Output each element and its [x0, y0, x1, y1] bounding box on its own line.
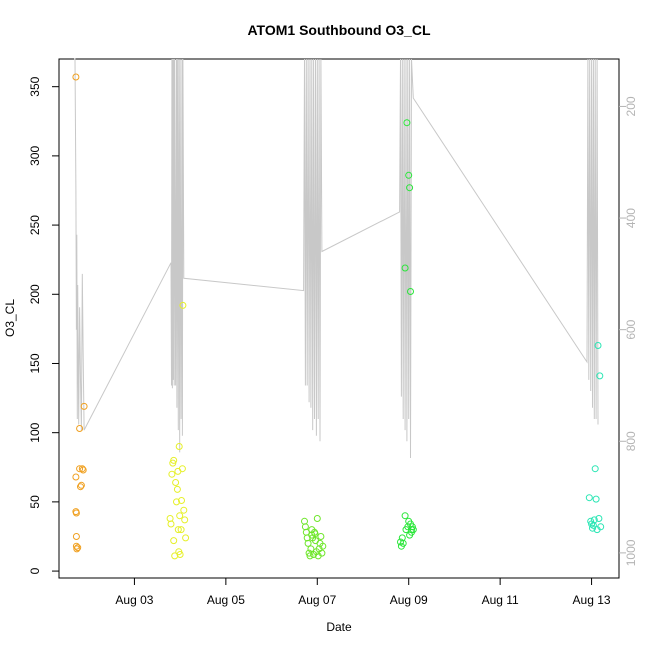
data-point — [301, 517, 308, 525]
data-point — [77, 481, 85, 489]
data-point — [306, 552, 314, 560]
secondary-y-tick-label: 400 — [624, 208, 638, 228]
data-point — [72, 509, 80, 517]
data-point — [167, 520, 175, 528]
data-point — [401, 512, 409, 520]
data-point — [313, 515, 321, 522]
data-point — [176, 551, 184, 558]
data-point — [80, 402, 88, 410]
data-point — [596, 372, 604, 380]
data-point — [180, 506, 188, 514]
data-point — [72, 542, 80, 550]
data-point — [304, 539, 312, 547]
data-point — [591, 465, 599, 473]
plot-frame — [58, 58, 620, 579]
point-layer — [72, 73, 605, 560]
data-point — [401, 264, 409, 272]
data-point — [176, 512, 184, 520]
y-tick-label: 150 — [28, 353, 42, 373]
secondary-line-layer — [74, 58, 599, 459]
data-point — [594, 342, 602, 349]
data-point — [178, 465, 186, 473]
data-point — [597, 523, 605, 531]
data-point — [409, 526, 417, 534]
chart-title: ATOM1 Southbound O3_CL — [247, 22, 430, 38]
data-point — [177, 526, 185, 534]
data-point — [592, 495, 600, 503]
data-point — [311, 530, 319, 538]
data-point — [317, 533, 325, 540]
data-point — [318, 549, 326, 557]
data-point — [72, 73, 80, 81]
y-tick-label: 50 — [28, 495, 42, 509]
x-tick-label: Aug 07 — [298, 593, 336, 607]
x-axis-label: Date — [326, 620, 352, 634]
y-tick-label: 300 — [28, 146, 42, 166]
data-point — [407, 288, 414, 295]
secondary-y-tick-label: 600 — [624, 319, 638, 339]
secondary-y-tick-label: 800 — [624, 431, 638, 451]
data-point — [399, 539, 407, 547]
data-point — [301, 523, 309, 531]
data-point — [307, 545, 315, 553]
data-point — [182, 534, 190, 542]
data-point — [166, 515, 174, 522]
data-point — [74, 544, 82, 552]
y-tick-label: 350 — [28, 76, 42, 96]
secondary-series-line — [74, 58, 599, 459]
data-point — [319, 542, 327, 550]
x-axis: Aug 03 Aug 05 Aug 07 Aug 09 Aug 11 Aug 13 — [115, 578, 611, 607]
data-point — [173, 485, 181, 493]
secondary-y-tick-label: 200 — [624, 96, 638, 116]
data-point — [175, 443, 183, 450]
y-axis: 0 50 100 150 200 250 300 350 — [28, 76, 59, 574]
data-point — [178, 497, 185, 504]
data-point — [72, 533, 80, 540]
data-point — [174, 526, 182, 534]
y-tick-label: 200 — [28, 284, 42, 304]
data-point — [73, 545, 81, 553]
x-tick-label: Aug 05 — [207, 593, 245, 607]
data-point — [76, 465, 84, 473]
data-point — [78, 465, 86, 473]
data-point — [168, 470, 176, 478]
data-point — [170, 456, 178, 464]
y-tick-label: 100 — [28, 422, 42, 442]
data-point — [590, 516, 598, 524]
data-point — [179, 301, 187, 309]
data-point — [170, 537, 178, 545]
data-point — [172, 479, 180, 486]
x-tick-label: Aug 03 — [115, 593, 153, 607]
data-point — [305, 549, 313, 557]
data-point — [79, 466, 87, 474]
data-point — [174, 467, 182, 475]
data-point — [405, 171, 413, 179]
y-tick-label: 250 — [28, 215, 42, 235]
data-point — [72, 473, 80, 481]
data-point — [406, 184, 414, 192]
data-point — [76, 425, 84, 432]
data-point — [403, 119, 411, 127]
data-point — [173, 498, 180, 506]
x-tick-label: Aug 11 — [482, 593, 519, 607]
data-point — [77, 483, 84, 491]
data-point — [595, 515, 603, 522]
data-point — [585, 494, 593, 502]
data-point — [181, 516, 189, 524]
y-axis-label: O3_CL — [3, 299, 17, 337]
secondary-y-tick-label: 1000 — [624, 539, 638, 566]
secondary-y-axis: 200 400 600 800 1000 — [619, 96, 638, 566]
y-tick-label: 0 — [28, 567, 42, 574]
x-tick-label: Aug 13 — [573, 593, 611, 607]
x-tick-label: Aug 09 — [390, 593, 428, 607]
